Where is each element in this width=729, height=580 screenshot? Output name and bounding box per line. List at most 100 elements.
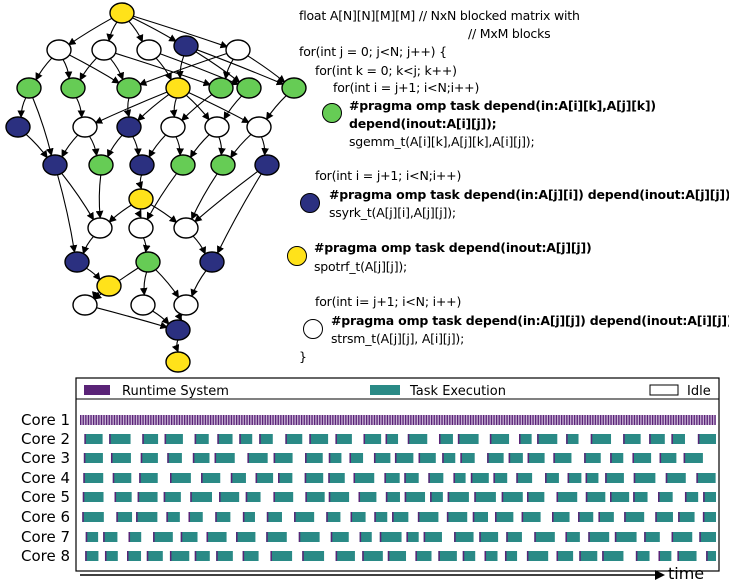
dag-edge: [67, 17, 113, 46]
code-line-16: strsm_t(A[j][j], A[i][j]);: [331, 331, 465, 346]
runtime-tick: [410, 415, 412, 425]
runtime-tick: [628, 415, 630, 425]
dag-edge: [260, 136, 269, 156]
task-block: [330, 532, 349, 542]
task-block: [328, 473, 345, 483]
runtime-tick: [166, 512, 168, 522]
runtime-tick: [373, 415, 376, 425]
runtime-tick: [194, 434, 197, 444]
runtime-tick: [311, 415, 313, 425]
runtime-tick: [561, 415, 563, 425]
runtime-tick: [335, 551, 338, 561]
runtime-tick: [238, 415, 240, 425]
runtime-tick: [379, 532, 382, 542]
runtime-tick: [444, 415, 446, 425]
runtime-tick: [511, 415, 513, 425]
task-block: [392, 512, 409, 522]
runtime-tick: [571, 415, 573, 425]
runtime-tick: [163, 415, 165, 425]
task-block: [82, 492, 104, 502]
task-dependency-graph: [5, 2, 307, 373]
runtime-tick: [345, 415, 347, 425]
runtime-tick: [675, 415, 677, 425]
task-block: [350, 512, 366, 522]
runtime-tick: [590, 434, 593, 444]
runtime-tick: [519, 415, 521, 425]
runtime-tick: [113, 415, 116, 425]
runtime-tick: [298, 415, 300, 425]
runtime-tick: [436, 415, 438, 425]
runtime-tick: [189, 415, 191, 425]
task-block: [363, 434, 382, 444]
runtime-tick: [210, 415, 212, 425]
task-block: [385, 434, 399, 444]
dag-edge: [134, 208, 142, 219]
runtime-tick: [658, 492, 660, 502]
runtime-tick: [632, 453, 634, 463]
dag-node: [204, 116, 230, 138]
task-block: [266, 512, 282, 522]
time-label: time: [668, 564, 704, 580]
task-block: [671, 434, 685, 444]
dag-edge: [137, 93, 170, 122]
task-block: [387, 551, 407, 561]
idle-legend-swatch: [649, 384, 679, 396]
runtime-tick: [428, 415, 430, 425]
task-block: [506, 532, 522, 542]
runtime-tick: [428, 473, 430, 483]
runtime-tick: [207, 415, 209, 425]
runtime-tick: [277, 415, 279, 425]
task-block: [406, 532, 419, 542]
task-block: [302, 551, 325, 561]
runtime-tick: [90, 415, 92, 425]
task-block: [142, 434, 159, 444]
runtime-tick: [407, 434, 410, 444]
code-line-13: spotrf_t(A[j][j]);: [314, 259, 408, 274]
task-block: [194, 551, 210, 561]
runtime-tick: [301, 415, 303, 425]
runtime-tick: [702, 512, 705, 522]
runtime-tick: [153, 532, 155, 542]
dag-edge: [127, 20, 144, 43]
task-block: [472, 512, 489, 522]
task-block: [137, 492, 158, 502]
runtime-tick: [607, 415, 610, 425]
idle-legend-label: Idle: [687, 384, 711, 399]
dag-edge: [108, 204, 133, 223]
task-block: [504, 551, 518, 561]
runtime-tick: [116, 512, 118, 522]
runtime-tick: [508, 453, 511, 463]
task-block: [578, 512, 594, 522]
dag-node: [109, 2, 135, 24]
task-block: [385, 492, 400, 502]
runtime-tick: [639, 415, 641, 425]
runtime-tick: [442, 453, 444, 463]
runtime-tick: [181, 415, 183, 425]
task-block: [304, 473, 324, 483]
task-block: [519, 434, 532, 444]
task-block: [659, 453, 677, 463]
runtime-tick: [631, 415, 633, 425]
task-block: [305, 492, 325, 502]
runtime-tick: [646, 415, 649, 425]
dag-node: [170, 154, 196, 176]
runtime-tick: [324, 415, 326, 425]
runtime-tick: [106, 415, 108, 425]
task-block: [447, 492, 469, 502]
task-block: [170, 473, 191, 483]
runtime-tick: [329, 415, 331, 425]
task-legend-label: Task Execution: [409, 384, 506, 399]
runtime-tick: [103, 532, 105, 542]
task-block: [454, 532, 474, 542]
runtime-tick: [404, 492, 407, 502]
runtime-tick: [636, 415, 638, 425]
runtime-tick: [488, 415, 490, 425]
task-block: [457, 434, 479, 444]
dag-edge: [25, 133, 48, 159]
task-block: [294, 512, 315, 522]
dag-node: [173, 294, 199, 316]
task-block: [566, 434, 579, 444]
task-block: [474, 492, 496, 502]
task-block: [305, 453, 323, 463]
runtime-tick: [489, 434, 492, 444]
